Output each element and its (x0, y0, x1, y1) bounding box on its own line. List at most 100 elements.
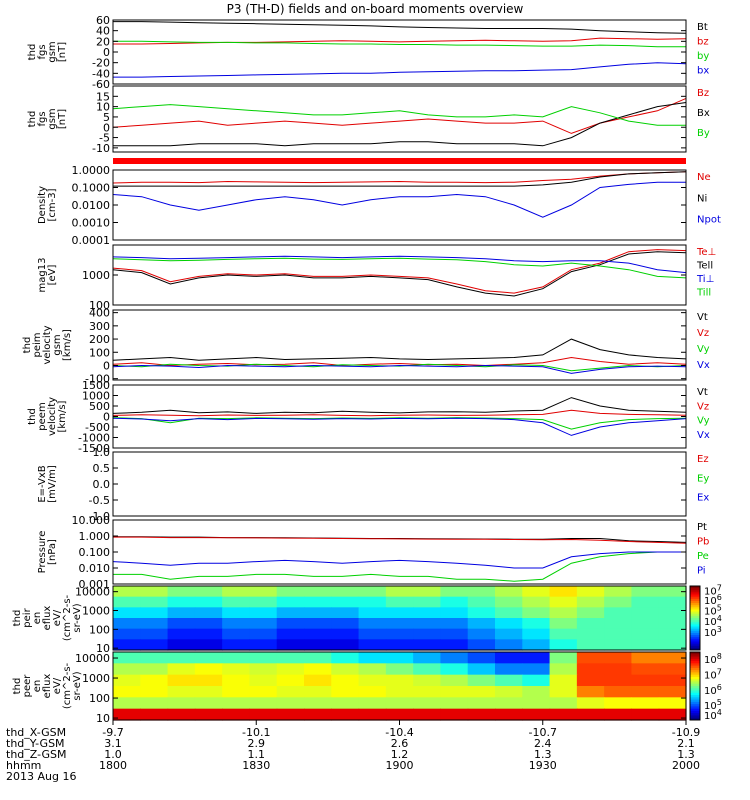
heatmap-cell (194, 708, 223, 721)
legend-entry: Till (696, 288, 711, 299)
heatmap-cell (358, 628, 387, 640)
y-axis-label: gsm (47, 108, 58, 129)
heatmap-cell (140, 628, 169, 640)
heatmap-cell (604, 628, 633, 640)
heatmap-cell (194, 586, 223, 598)
legend-entry: Bz (697, 88, 709, 99)
heatmap-cell (467, 652, 496, 664)
heatmap-cell (167, 663, 196, 676)
heatmap-cell (358, 639, 387, 651)
x-tick-label: -10.9 (672, 726, 700, 739)
legend-entry: Npot (697, 215, 721, 226)
x-tick-label: 1.3 (677, 748, 695, 761)
legend-entry: Vt (697, 387, 708, 398)
heatmap-cell (113, 607, 141, 619)
heatmap-cell (522, 663, 551, 676)
heatmap-cell (440, 708, 469, 721)
heatmap-cell (522, 686, 551, 698)
heatmap-cell (331, 628, 360, 640)
y-tick-label: 0 (103, 121, 110, 134)
heatmap-cell (140, 639, 169, 651)
x-tick-label: 1830 (242, 759, 270, 772)
heatmap-cell (413, 596, 442, 608)
series-line-Vx (112, 364, 687, 374)
heatmap-cell (467, 697, 496, 710)
heatmap-cell (522, 639, 551, 651)
colorbar-segment (690, 670, 700, 673)
x-tick-label: -9.7 (102, 726, 123, 739)
y-tick-label: 0.100 (79, 546, 111, 559)
heatmap-cell (495, 663, 523, 676)
heatmap-cell (358, 652, 387, 664)
heatmap-cell (522, 652, 551, 664)
y-axis-label: [cm-3] (47, 188, 58, 221)
date-label: 2013 Aug 16 (6, 770, 76, 783)
heatmap-cell (194, 686, 223, 698)
colorbar-label: 106 (704, 683, 722, 697)
colorbar-segment (690, 645, 700, 649)
colorbar-segment (690, 615, 700, 619)
heatmap-cell (576, 639, 605, 651)
heatmap-cell (276, 639, 305, 651)
heatmap-cell (467, 686, 496, 698)
heatmap-cell (358, 697, 387, 710)
heatmap-cell (358, 674, 387, 687)
series-line-Till (112, 257, 687, 279)
heatmap-cell (140, 708, 169, 721)
y-tick-label: 1.000 (79, 530, 111, 543)
y-tick-label: 10.000 (72, 514, 111, 527)
panel-4: Te⊥ Tell Ti⊥ Till 1000 100 mag13 [eV] (37, 244, 716, 312)
heatmap-cell (440, 639, 469, 651)
heatmap-cell (413, 652, 442, 664)
heatmap-cell (576, 674, 605, 687)
y-axis-label: (cm^2-s- (62, 594, 73, 641)
heatmap-cell (167, 596, 196, 608)
y-axis-label: eV/ (52, 609, 63, 626)
y-axis-label: peir (22, 607, 33, 627)
colorbar-segment (690, 632, 700, 636)
heatmap-cell (140, 697, 169, 710)
heatmap-cell (385, 586, 414, 598)
y-tick-label: 1000 (82, 390, 110, 403)
heatmap-cell (549, 652, 578, 664)
heatmap-cell (576, 628, 605, 640)
heatmap-cell (276, 708, 305, 721)
heatmap-cell (522, 708, 551, 721)
y-tick-label: 1.0 (93, 446, 111, 459)
heatmap-cell (113, 663, 141, 676)
heatmap-cell (413, 663, 442, 676)
y-tick-label: 0.0001 (72, 234, 111, 247)
colorbar-segment (690, 637, 700, 640)
heatmap-cell (576, 618, 605, 630)
heatmap-cell (576, 586, 605, 598)
heatmap-cell (249, 697, 278, 710)
colorbar-segment (690, 704, 700, 707)
colorbar-segment (690, 676, 700, 680)
heatmap-cell (331, 596, 360, 608)
y-tick-label: 10 (96, 712, 110, 725)
heatmap-cell (140, 596, 169, 608)
colorbar-label: 107 (704, 583, 722, 597)
y-axis-label: eflux (42, 674, 53, 699)
colorbar-segment (690, 715, 700, 719)
heatmap-cell (249, 607, 278, 619)
heatmap-cell (576, 686, 605, 698)
panel-8: Pt Pb Pe Pi 10.000 1.000 0.100 0.010 0.001 Pressu… (37, 514, 709, 591)
heatmap-cell (467, 618, 496, 630)
legend-entry: By (697, 128, 710, 139)
series-line-Npot (112, 181, 686, 218)
y-tick-label: 100 (89, 299, 110, 312)
heatmap-cell (631, 697, 660, 710)
colorbar-segment (690, 609, 700, 613)
y-tick-label: 200 (89, 333, 110, 346)
colorbar-segment (690, 706, 700, 710)
series-line-Bz (112, 97, 687, 134)
series-line-Vy (112, 363, 687, 372)
heatmap-cell (304, 697, 332, 710)
x-tick-label: 2.4 (534, 737, 552, 750)
colorbar-segment (690, 672, 700, 676)
heatmap-cell (358, 596, 387, 608)
colorbar-segment (690, 681, 700, 685)
heatmap-cell (113, 652, 141, 664)
y-tick-label: 0.0010 (72, 217, 111, 230)
